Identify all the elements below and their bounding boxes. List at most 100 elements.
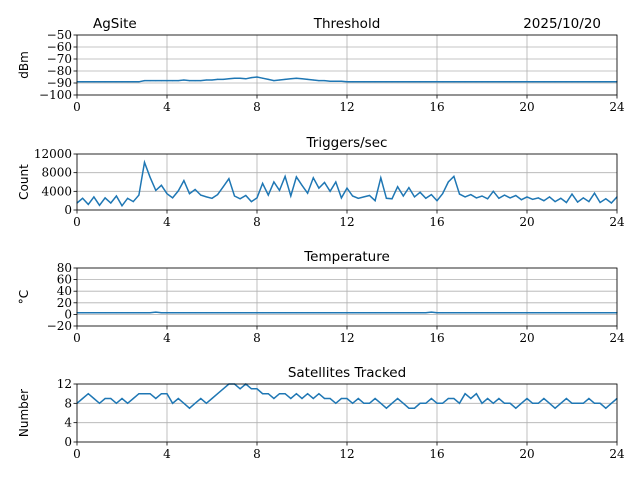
data-point: [188, 312, 191, 314]
data-point: [520, 312, 522, 314]
data-point: [425, 81, 427, 83]
x-tick-label: 12: [339, 331, 354, 345]
data-point: [301, 184, 303, 186]
data-point: [312, 177, 314, 179]
data-point: [115, 402, 117, 404]
data-point: [487, 397, 489, 400]
data-point: [267, 194, 269, 196]
y-tick-label: 20: [57, 296, 72, 310]
data-point: [121, 205, 123, 207]
y-tick-label: 12000: [34, 147, 72, 161]
data-point: [177, 397, 179, 400]
data-point: [357, 81, 359, 83]
x-tick-label: 0: [73, 331, 81, 345]
data-point: [318, 80, 320, 82]
data-point: [239, 198, 241, 200]
data-point: [605, 81, 607, 83]
x-tick-label: 20: [519, 447, 534, 461]
data-point: [548, 196, 551, 198]
data-point: [222, 388, 224, 390]
data-point: [205, 312, 207, 314]
data-point: [93, 312, 95, 314]
data-point: [222, 78, 224, 80]
y-tick-label: 12: [57, 377, 72, 391]
data-point: [183, 312, 185, 314]
data-point: [565, 397, 567, 400]
data-point: [436, 312, 438, 314]
data-point: [318, 312, 320, 314]
data-point: [515, 312, 517, 314]
data-point: [391, 402, 393, 404]
data-point: [239, 77, 241, 79]
data-point: [205, 402, 207, 404]
data-point: [537, 402, 539, 404]
data-point: [470, 194, 472, 196]
data-point: [436, 200, 438, 202]
data-point: [391, 312, 393, 314]
data-point: [335, 181, 337, 183]
data-point: [543, 397, 545, 400]
data-point: [115, 312, 117, 314]
data-point: [200, 312, 202, 314]
data-point: [256, 388, 258, 390]
y-tick-label: 4000: [41, 184, 72, 198]
data-point: [312, 397, 314, 400]
data-point: [132, 201, 134, 203]
x-tick-label: 0: [73, 100, 81, 114]
data-point: [560, 197, 562, 199]
x-tick-label: 8: [253, 447, 261, 461]
data-point: [166, 312, 168, 314]
data-point: [571, 402, 573, 404]
data-point: [374, 81, 376, 83]
data-point: [115, 195, 117, 197]
data-point: [492, 190, 494, 192]
data-point: [93, 397, 95, 400]
data-point: [481, 402, 483, 404]
data-point: [278, 312, 281, 314]
x-tick-label: 0: [73, 215, 81, 229]
data-point: [385, 81, 387, 83]
data-point: [520, 402, 522, 404]
y-tick-label: −60: [47, 40, 72, 54]
data-point: [267, 393, 269, 395]
data-point: [487, 198, 489, 200]
data-point: [436, 402, 438, 404]
data-point: [475, 81, 477, 83]
x-tick-label: 4: [163, 215, 171, 229]
data-point: [98, 312, 101, 314]
y-tick-label: 8: [64, 396, 72, 410]
data-point: [548, 81, 551, 83]
data-point: [346, 187, 348, 189]
data-point: [104, 312, 106, 314]
data-point: [397, 397, 399, 400]
data-point: [458, 193, 461, 195]
data-point: [363, 81, 365, 83]
data-point: [155, 397, 157, 400]
x-tick-label: 12: [339, 215, 354, 229]
data-point: [610, 402, 612, 404]
data-point: [194, 312, 196, 314]
data-point: [470, 397, 472, 400]
y-tick-label: −70: [47, 52, 72, 66]
y-tick-label: −20: [47, 319, 72, 333]
y-tick-label: 60: [57, 273, 72, 287]
data-point: [593, 402, 596, 404]
data-point: [588, 201, 590, 203]
data-point: [155, 189, 157, 191]
data-point: [155, 311, 157, 313]
data-point: [532, 312, 534, 314]
data-point: [346, 312, 348, 314]
x-tick-label: 12: [339, 100, 354, 114]
data-point: [200, 397, 202, 400]
data-point: [233, 312, 236, 314]
data-point: [537, 312, 539, 314]
data-point: [323, 80, 326, 82]
data-point: [228, 312, 230, 314]
data-point: [250, 201, 252, 203]
data-point: [233, 77, 236, 79]
data-point: [447, 397, 449, 400]
data-point: [138, 81, 140, 83]
data-point: [217, 393, 219, 395]
data-point: [121, 81, 123, 83]
